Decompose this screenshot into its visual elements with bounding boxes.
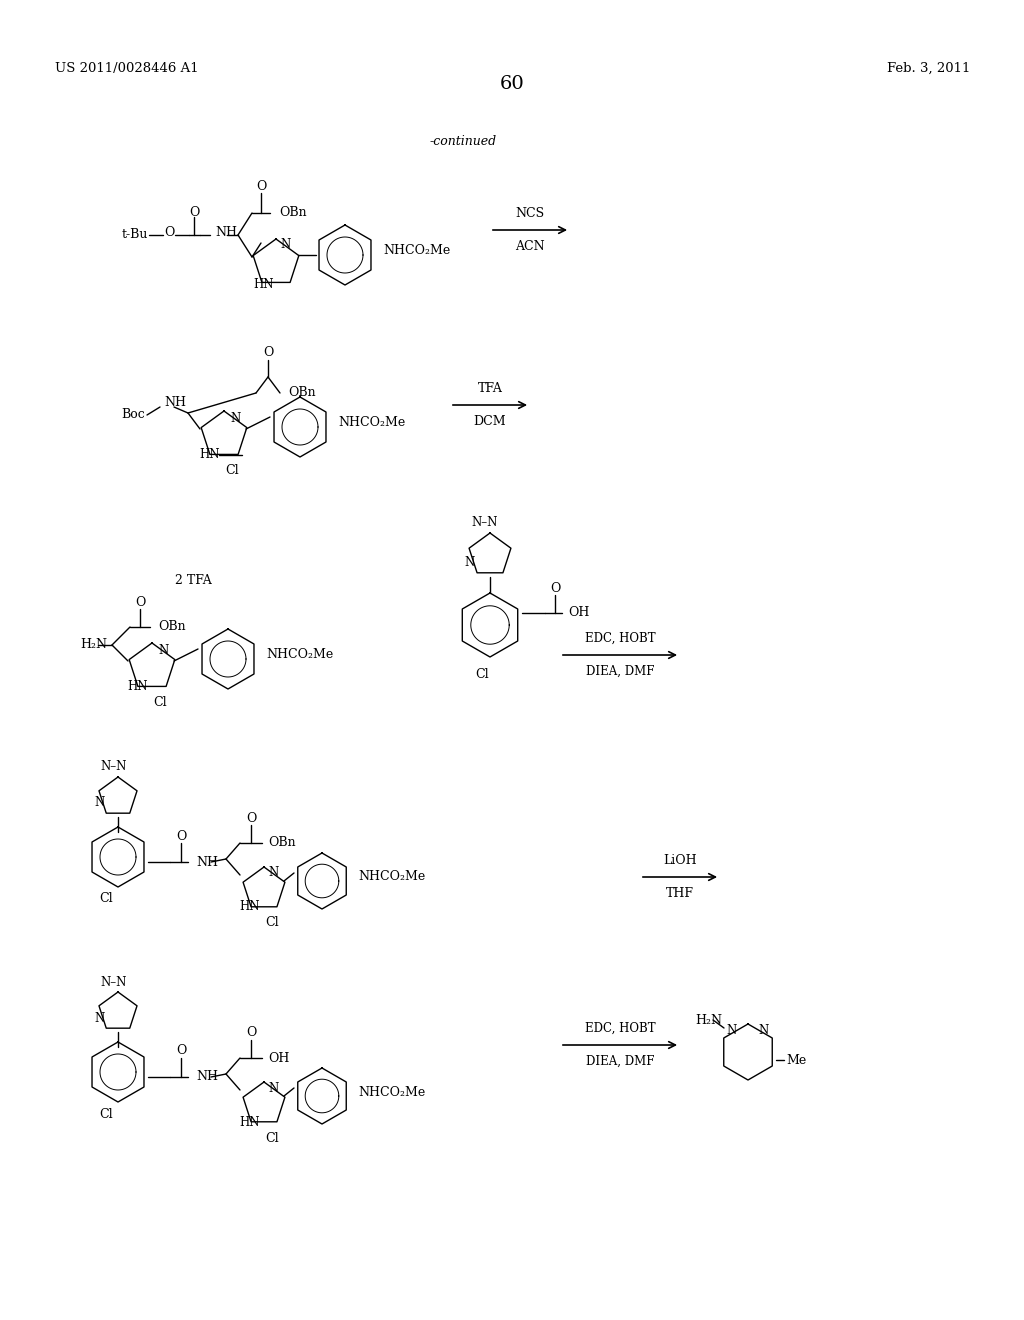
Text: NH: NH [196, 855, 218, 869]
Text: NCS: NCS [515, 207, 545, 220]
Text: N: N [95, 1011, 105, 1024]
Text: Cl: Cl [225, 465, 239, 478]
Text: HN: HN [200, 449, 220, 462]
Text: 2 TFA: 2 TFA [175, 573, 212, 586]
Text: H₂N: H₂N [80, 639, 106, 652]
Text: HN: HN [240, 900, 260, 913]
Text: O: O [176, 829, 186, 842]
Text: HN: HN [128, 681, 148, 693]
Text: O: O [263, 346, 273, 359]
Text: N: N [269, 1081, 280, 1094]
Text: O: O [176, 1044, 186, 1057]
Text: NHCO₂Me: NHCO₂Me [358, 1085, 425, 1098]
Text: NH: NH [164, 396, 186, 409]
Text: 60: 60 [500, 75, 524, 92]
Text: OBn: OBn [279, 206, 306, 219]
Text: THF: THF [666, 887, 694, 900]
Text: t-Bu: t-Bu [122, 228, 148, 242]
Text: N–N: N–N [100, 760, 127, 774]
Text: HN: HN [240, 1115, 260, 1129]
Text: Cl: Cl [265, 916, 279, 929]
Text: Me: Me [786, 1053, 806, 1067]
Text: Feb. 3, 2011: Feb. 3, 2011 [887, 62, 970, 75]
Text: NH: NH [215, 227, 237, 239]
Text: EDC, HOBT: EDC, HOBT [585, 1022, 655, 1035]
Text: N: N [230, 412, 241, 425]
Text: N: N [269, 866, 280, 879]
Text: N: N [759, 1023, 769, 1036]
Text: Cl: Cl [154, 697, 167, 710]
Text: LiOH: LiOH [664, 854, 696, 867]
Text: N–N: N–N [100, 975, 127, 989]
Text: OH: OH [268, 1052, 290, 1064]
Text: NHCO₂Me: NHCO₂Me [338, 417, 406, 429]
Text: ACN: ACN [515, 240, 545, 253]
Text: N: N [95, 796, 105, 809]
Text: N: N [159, 644, 169, 657]
Text: DIEA, DMF: DIEA, DMF [586, 665, 654, 678]
Text: N: N [465, 557, 475, 569]
Text: NHCO₂Me: NHCO₂Me [358, 870, 425, 883]
Text: OH: OH [568, 606, 590, 619]
Text: O: O [550, 582, 560, 595]
Text: O: O [164, 227, 174, 239]
Text: DIEA, DMF: DIEA, DMF [586, 1055, 654, 1068]
Text: N: N [281, 239, 291, 252]
Text: NHCO₂Me: NHCO₂Me [266, 648, 333, 661]
Text: OBn: OBn [288, 387, 315, 400]
Text: DCM: DCM [474, 414, 506, 428]
Text: HN: HN [254, 279, 274, 292]
Text: US 2011/0028446 A1: US 2011/0028446 A1 [55, 62, 199, 75]
Text: NHCO₂Me: NHCO₂Me [383, 243, 451, 256]
Text: Cl: Cl [99, 892, 113, 906]
Text: -continued: -continued [430, 135, 497, 148]
Text: Cl: Cl [265, 1131, 279, 1144]
Text: H₂N: H₂N [695, 1014, 722, 1027]
Text: N–N: N–N [472, 516, 499, 529]
Text: Cl: Cl [99, 1107, 113, 1121]
Text: EDC, HOBT: EDC, HOBT [585, 632, 655, 645]
Text: Boc: Boc [121, 408, 145, 421]
Text: O: O [256, 181, 266, 194]
Text: O: O [246, 1027, 256, 1040]
Text: N: N [727, 1023, 737, 1036]
Text: NH: NH [196, 1071, 218, 1084]
Text: Cl: Cl [475, 668, 488, 681]
Text: O: O [246, 812, 256, 825]
Text: TFA: TFA [477, 381, 503, 395]
Text: O: O [188, 206, 200, 219]
Text: O: O [135, 597, 145, 610]
Text: OBn: OBn [158, 620, 185, 634]
Text: OBn: OBn [268, 837, 296, 850]
